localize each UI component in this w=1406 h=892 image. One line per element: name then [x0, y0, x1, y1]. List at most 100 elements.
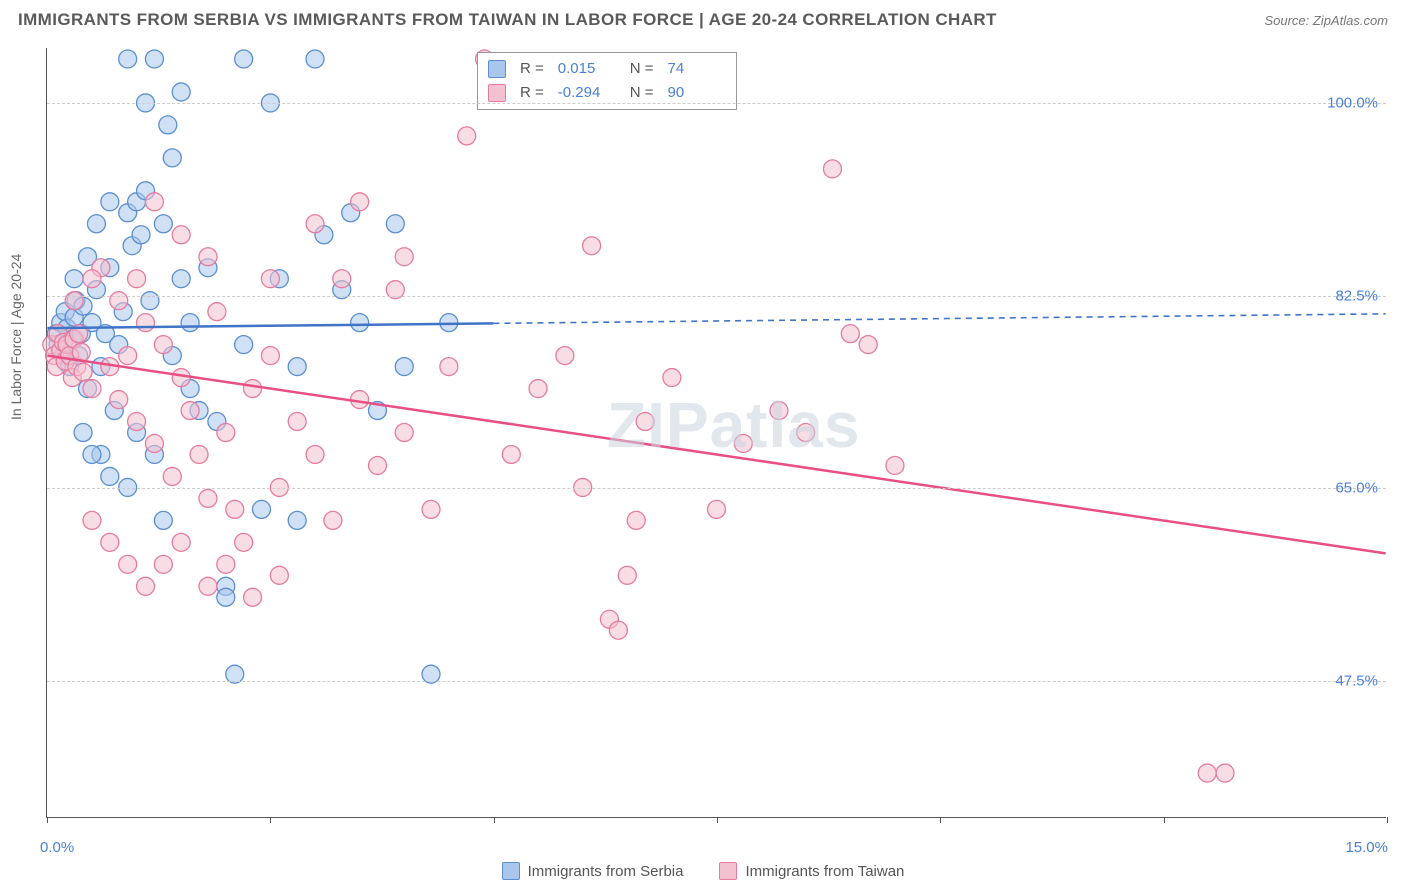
legend-swatch [719, 862, 737, 880]
x-tick [494, 817, 495, 823]
data-point [288, 511, 306, 529]
data-point [636, 413, 654, 431]
data-point [163, 467, 181, 485]
data-point [333, 270, 351, 288]
data-point [556, 347, 574, 365]
legend-swatch [488, 60, 506, 78]
data-point [128, 270, 146, 288]
data-point [458, 127, 476, 145]
data-point [244, 380, 262, 398]
data-point [110, 391, 128, 409]
data-point [627, 511, 645, 529]
data-point [306, 215, 324, 233]
data-point [261, 270, 279, 288]
x-tick [940, 817, 941, 823]
data-point [154, 215, 172, 233]
data-point [208, 303, 226, 321]
data-point [163, 149, 181, 167]
data-point [181, 314, 199, 332]
data-point [226, 500, 244, 518]
data-point [145, 193, 163, 211]
data-point [172, 270, 190, 288]
legend-r-value: 0.015 [558, 57, 616, 81]
y-tick-label: 100.0% [1327, 95, 1378, 112]
data-point [306, 445, 324, 463]
legend-row: R = 0.015 N = 74 [488, 57, 726, 81]
data-point [145, 434, 163, 452]
trend-line [47, 356, 1385, 554]
data-point [119, 50, 137, 68]
data-point [132, 226, 150, 244]
legend-n-label: N = [630, 57, 654, 81]
data-point [217, 555, 235, 573]
chart-header: IMMIGRANTS FROM SERBIA VS IMMIGRANTS FRO… [0, 0, 1406, 34]
x-tick [47, 817, 48, 823]
data-point [101, 533, 119, 551]
y-axis-label: In Labor Force | Age 20-24 [8, 254, 24, 420]
legend-r-label: R = [520, 81, 544, 105]
trend-line [47, 323, 493, 328]
chart-title: IMMIGRANTS FROM SERBIA VS IMMIGRANTS FRO… [18, 10, 997, 30]
footer-legend-label: Immigrants from Serbia [528, 863, 684, 880]
data-point [1216, 764, 1234, 782]
data-point [145, 50, 163, 68]
data-point [101, 193, 119, 211]
data-point [172, 533, 190, 551]
data-point [83, 511, 101, 529]
data-point [422, 500, 440, 518]
gridline [47, 488, 1386, 489]
gridline [47, 103, 1386, 104]
data-point [83, 445, 101, 463]
data-point [859, 336, 877, 354]
data-point [395, 248, 413, 266]
data-point [306, 50, 324, 68]
data-point [154, 511, 172, 529]
legend-n-value: 74 [668, 57, 726, 81]
data-point [351, 314, 369, 332]
data-point [770, 402, 788, 420]
data-point [244, 588, 262, 606]
data-point [583, 237, 601, 255]
footer-legend: Immigrants from SerbiaImmigrants from Ta… [0, 862, 1406, 880]
data-point [119, 555, 137, 573]
data-point [261, 347, 279, 365]
data-point [119, 347, 137, 365]
data-point [618, 566, 636, 584]
x-axis-min-label: 0.0% [40, 839, 74, 856]
data-point [841, 325, 859, 343]
data-point [83, 270, 101, 288]
legend-n-label: N = [630, 81, 654, 105]
data-point [395, 424, 413, 442]
data-point [217, 424, 235, 442]
data-point [324, 511, 342, 529]
legend-row: R =-0.294N =90 [488, 81, 726, 105]
correlation-legend-box: R = 0.015 N = 74R =-0.294N =90 [477, 52, 737, 110]
data-point [235, 336, 253, 354]
data-point [137, 314, 155, 332]
legend-r-label: R = [520, 57, 544, 81]
x-tick [270, 817, 271, 823]
x-tick [1387, 817, 1388, 823]
data-point [181, 402, 199, 420]
trend-line-extrapolated [493, 314, 1385, 324]
footer-legend-item: Immigrants from Serbia [502, 862, 684, 880]
y-tick-label: 82.5% [1335, 287, 1378, 304]
data-point [199, 248, 217, 266]
data-point [734, 434, 752, 452]
data-point [395, 358, 413, 376]
data-point [141, 292, 159, 310]
data-point [128, 413, 146, 431]
data-point [351, 391, 369, 409]
plot-svg [47, 48, 1386, 817]
data-point [823, 160, 841, 178]
y-tick-label: 47.5% [1335, 672, 1378, 689]
data-point [101, 467, 119, 485]
data-point [110, 292, 128, 310]
data-point [502, 445, 520, 463]
data-point [172, 83, 190, 101]
gridline [47, 296, 1386, 297]
data-point [154, 336, 172, 354]
y-tick-label: 65.0% [1335, 480, 1378, 497]
legend-swatch [502, 862, 520, 880]
data-point [154, 555, 172, 573]
